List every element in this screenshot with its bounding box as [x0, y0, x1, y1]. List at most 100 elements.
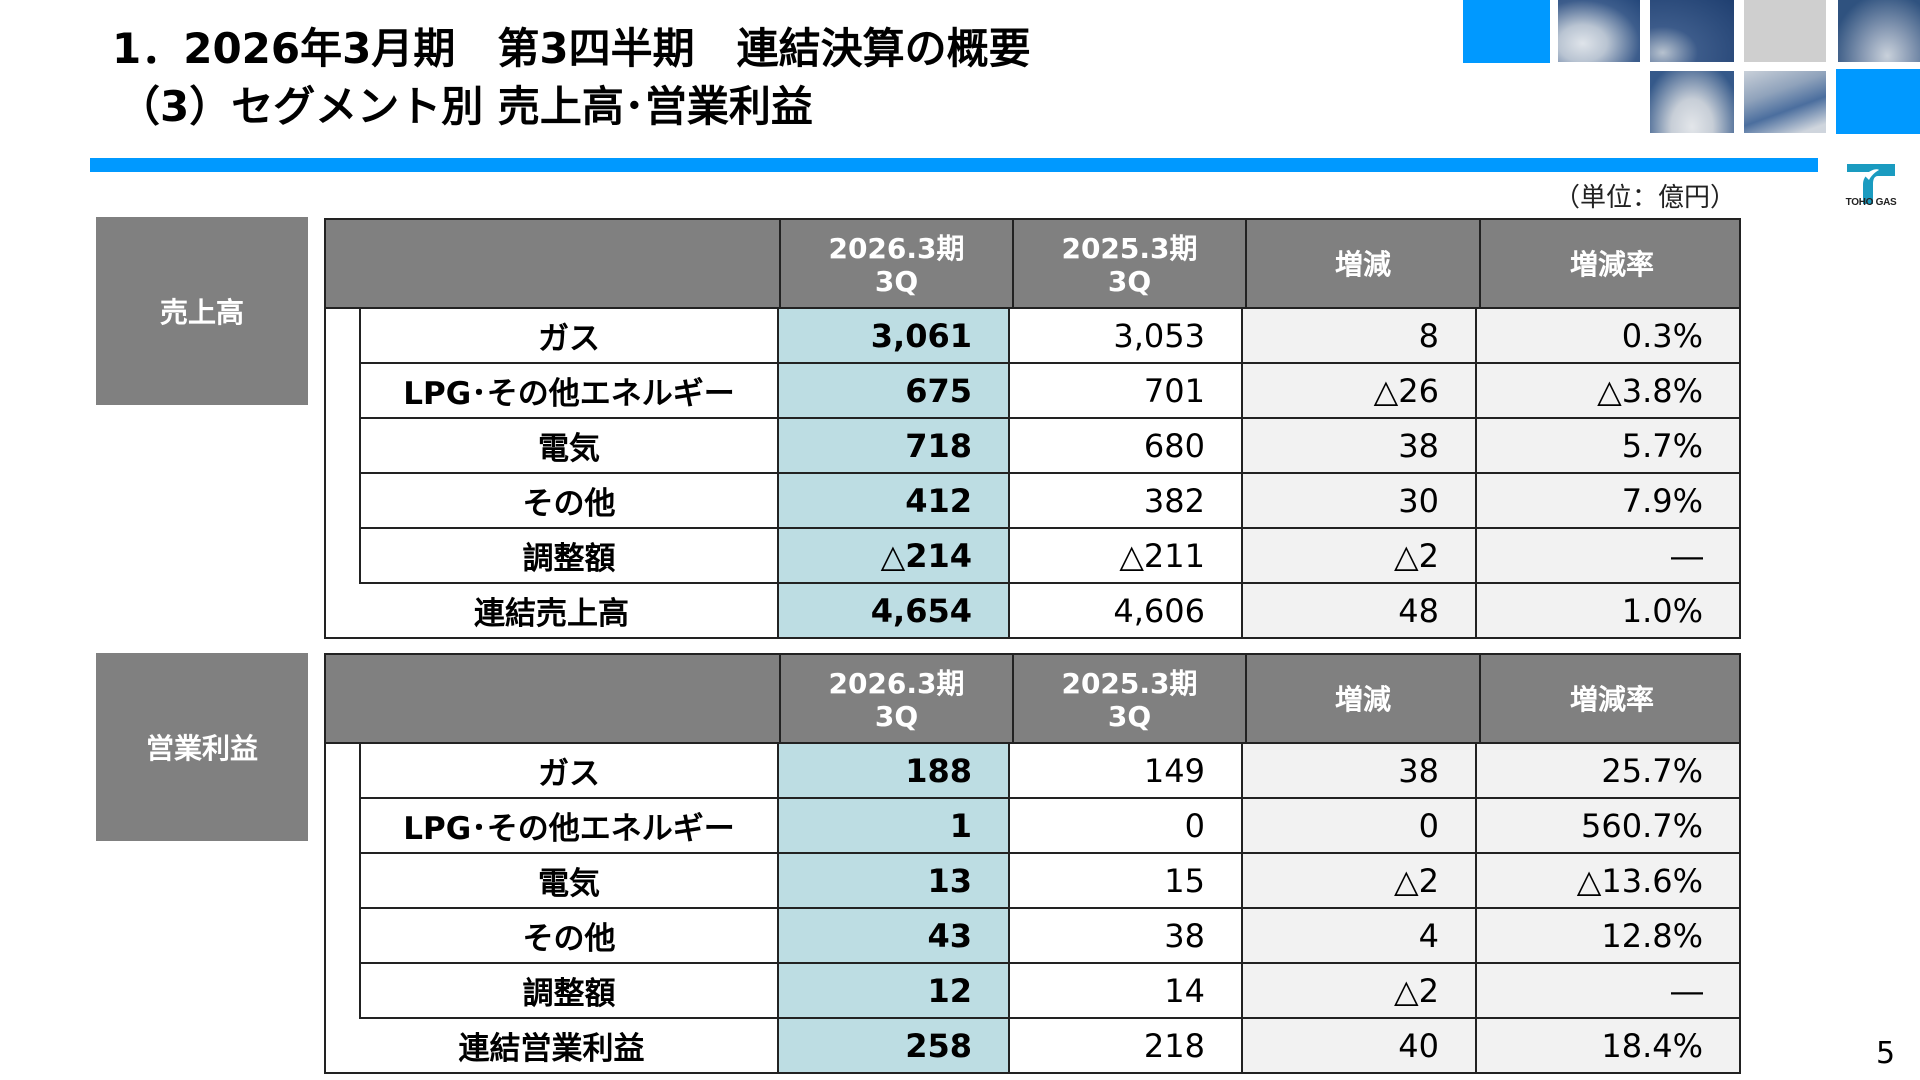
- tile-blue: [1836, 69, 1920, 134]
- section-label-operating-profit: 営業利益: [96, 653, 308, 841]
- indent-spacer: [324, 309, 359, 364]
- section-label-text: 営業利益: [145, 732, 258, 765]
- value-previous: 218: [1010, 1019, 1243, 1074]
- value-diff: △26: [1243, 364, 1477, 419]
- value-current: 412: [779, 474, 1010, 529]
- row-label: 電気: [359, 854, 779, 909]
- value-diff: 0: [1243, 799, 1477, 854]
- indent-spacer: [324, 474, 359, 529]
- indent-spacer: [324, 964, 359, 1019]
- row-label: LPG･その他エネルギー: [359, 364, 779, 419]
- table-row: 調整額 △214 △211 △2 ―: [324, 529, 1741, 584]
- table-row: その他 412 382 30 7.9%: [324, 474, 1741, 529]
- tile-blue: [1463, 0, 1550, 63]
- value-diff: 4: [1243, 909, 1477, 964]
- value-diff: △2: [1243, 529, 1477, 584]
- tile-sky-photo: [1650, 71, 1734, 133]
- value-previous: 680: [1010, 419, 1243, 474]
- tile-gray: [1744, 0, 1826, 62]
- col-header-current: 2026.3期 3Q: [779, 655, 1012, 746]
- indent-spacer: [324, 909, 359, 964]
- value-previous: △211: [1010, 529, 1243, 584]
- col-header-text: 増減: [1334, 683, 1391, 717]
- indent-spacer: [324, 529, 359, 584]
- table-row: ガス 188 149 38 25.7%: [324, 744, 1741, 799]
- row-label: その他: [359, 474, 779, 529]
- value-rate: 560.7%: [1477, 799, 1741, 854]
- value-diff: 48: [1243, 584, 1477, 639]
- table-header: 2026.3期 3Q 2025.3期 3Q 増減 増減率: [324, 218, 1741, 311]
- row-label: LPG･その他エネルギー: [359, 799, 779, 854]
- value-rate: 0.3%: [1477, 309, 1741, 364]
- value-diff: 38: [1243, 419, 1477, 474]
- table-row: 電気 13 15 △2 △13.6%: [324, 854, 1741, 909]
- col-header-previous: 2025.3期 3Q: [1012, 220, 1245, 311]
- table-row: LPG･その他エネルギー 675 701 △26 △3.8%: [324, 364, 1741, 419]
- col-header-text: 2026.3期: [828, 232, 965, 266]
- toho-gas-logo-icon: [1847, 164, 1895, 204]
- value-previous: 4,606: [1010, 584, 1243, 639]
- value-diff: 38: [1243, 744, 1477, 799]
- col-header-diff: 増減: [1245, 220, 1479, 311]
- row-label: 調整額: [359, 529, 779, 584]
- value-current: 718: [779, 419, 1010, 474]
- section-label-text: 売上高: [159, 296, 244, 329]
- section-label-sales: 売上高: [96, 217, 308, 405]
- value-diff: △2: [1243, 964, 1477, 1019]
- col-header-text: 3Q: [1107, 699, 1152, 733]
- page-title-line1: 1．2026年3月期 第3四半期 連結決算の概要: [112, 24, 1031, 73]
- value-previous: 3,053: [1010, 309, 1243, 364]
- value-diff: 40: [1243, 1019, 1477, 1074]
- indent-spacer: [324, 419, 359, 474]
- col-header-text: 2026.3期: [828, 667, 965, 701]
- table-row: ガス 3,061 3,053 8 0.3%: [324, 309, 1741, 364]
- table-row-total: 連結売上高 4,654 4,606 48 1.0%: [324, 584, 1741, 639]
- title-underline: [90, 158, 1818, 172]
- value-previous: 14: [1010, 964, 1243, 1019]
- value-current: 12: [779, 964, 1010, 1019]
- row-label: ガス: [359, 309, 779, 364]
- col-header-text: 2025.3期: [1061, 232, 1198, 266]
- value-previous: 38: [1010, 909, 1243, 964]
- value-rate: 1.0%: [1477, 584, 1741, 639]
- tile-sky-photo: [1744, 71, 1826, 133]
- unit-note: （単位：億円）: [1553, 183, 1736, 213]
- page-number: 5: [1876, 1036, 1896, 1071]
- row-label-total: 連結営業利益: [324, 1019, 779, 1074]
- value-rate: 5.7%: [1477, 419, 1741, 474]
- col-header-text: 3Q: [874, 699, 919, 733]
- tile-sky-photo: [1650, 0, 1734, 62]
- value-previous: 382: [1010, 474, 1243, 529]
- col-header-text: 3Q: [874, 264, 919, 298]
- table-row: LPG･その他エネルギー 1 0 0 560.7%: [324, 799, 1741, 854]
- value-rate: 7.9%: [1477, 474, 1741, 529]
- value-rate: 12.8%: [1477, 909, 1741, 964]
- operating-profit-table: 2026.3期 3Q 2025.3期 3Q 増減 増減率 ガス 188 149 …: [324, 653, 1741, 1074]
- value-previous: 15: [1010, 854, 1243, 909]
- indent-spacer: [324, 854, 359, 909]
- col-header-previous: 2025.3期 3Q: [1012, 655, 1245, 746]
- value-previous: 149: [1010, 744, 1243, 799]
- table-row: 調整額 12 14 △2 ―: [324, 964, 1741, 1019]
- value-rate: ―: [1477, 964, 1741, 1019]
- row-label: 電気: [359, 419, 779, 474]
- tile-sky-photo: [1558, 0, 1640, 62]
- value-rate: ―: [1477, 529, 1741, 584]
- value-rate: 18.4%: [1477, 1019, 1741, 1074]
- value-current: 675: [779, 364, 1010, 419]
- col-header-current: 2026.3期 3Q: [779, 220, 1012, 311]
- value-previous: 701: [1010, 364, 1243, 419]
- col-header-text: 増減率: [1569, 248, 1654, 282]
- table-header: 2026.3期 3Q 2025.3期 3Q 増減 増減率: [324, 653, 1741, 746]
- value-diff: 8: [1243, 309, 1477, 364]
- value-current: △214: [779, 529, 1010, 584]
- table-row-total: 連結営業利益 258 218 40 18.4%: [324, 1019, 1741, 1074]
- value-rate: 25.7%: [1477, 744, 1741, 799]
- value-current: 1: [779, 799, 1010, 854]
- row-label: その他: [359, 909, 779, 964]
- page-title-line2: （3）セグメント別 売上高･営業利益: [118, 82, 813, 131]
- tile-sky-photo: [1838, 0, 1920, 62]
- value-current: 4,654: [779, 584, 1010, 639]
- row-label: 調整額: [359, 964, 779, 1019]
- value-current: 3,061: [779, 309, 1010, 364]
